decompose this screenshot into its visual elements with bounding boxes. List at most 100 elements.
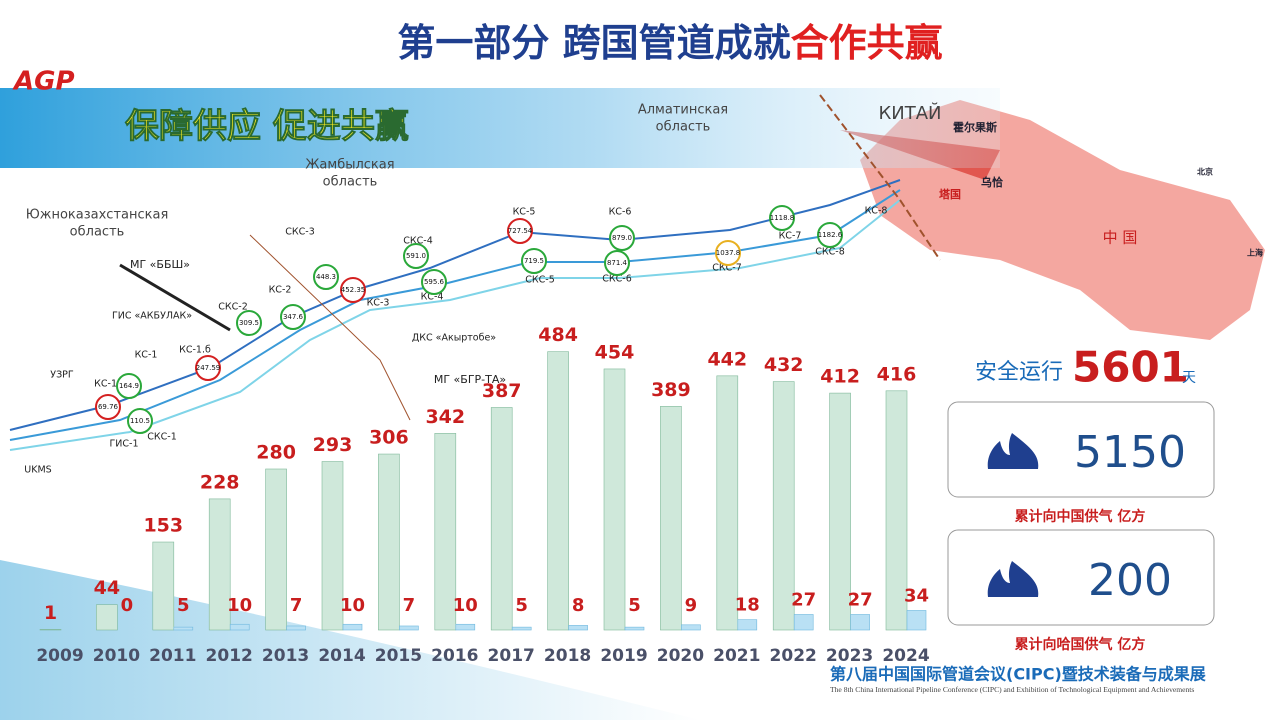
marker-label: 347.6 xyxy=(283,313,304,321)
title-main: 第一部分 跨国管道成就 xyxy=(397,21,790,65)
bar xyxy=(681,624,701,631)
bar xyxy=(173,626,194,631)
x-tick-label: 2022 xyxy=(770,646,817,666)
bar xyxy=(737,619,758,631)
flame-icon xyxy=(987,561,1039,597)
value-label: 387 xyxy=(482,380,522,402)
value-label: 484 xyxy=(538,324,578,346)
title: 第一部分 跨国管道成就合作共赢 xyxy=(397,21,942,65)
value-label: 10 xyxy=(340,595,365,616)
marker xyxy=(280,304,306,330)
bar xyxy=(378,453,400,631)
station-label: СКС-2 xyxy=(218,302,247,313)
station-label: СКС-4 xyxy=(403,236,432,247)
bar xyxy=(511,626,532,631)
marker xyxy=(313,264,339,290)
x-tick-label: 2020 xyxy=(657,646,704,666)
marker xyxy=(403,243,429,269)
station-label: МГ «БГР-ТА» xyxy=(434,373,506,386)
banner-text: 保障供应 促进共赢 xyxy=(125,107,409,147)
marker xyxy=(521,248,547,274)
value-label: 432 xyxy=(764,354,804,376)
marker-label: 448.3 xyxy=(316,273,336,281)
bar xyxy=(321,461,344,631)
marker-label: 879.0 xyxy=(612,234,632,242)
bar xyxy=(829,392,851,631)
value-label: 228 xyxy=(200,471,240,493)
city-label: 乌恰 xyxy=(981,175,1004,189)
station-label: СКС-3 xyxy=(285,227,314,238)
marker-label: 452.35 xyxy=(341,286,366,294)
value-label: 5 xyxy=(177,595,190,616)
value-label: 18 xyxy=(735,595,760,616)
x-tick-label: 2018 xyxy=(544,646,591,666)
x-tick-label: 2013 xyxy=(262,646,309,666)
marker xyxy=(340,277,366,303)
station-label: СКС-7 xyxy=(712,263,741,274)
station-label: УЗРГ xyxy=(50,370,74,381)
marker-label: 309.5 xyxy=(239,319,259,327)
marker xyxy=(195,355,221,381)
bar xyxy=(434,433,457,631)
value-label: 9 xyxy=(685,595,698,616)
bar xyxy=(547,351,569,631)
value-label: 442 xyxy=(707,348,747,370)
marker-label: 719.5 xyxy=(524,257,544,265)
value-label: 454 xyxy=(595,341,635,363)
value-label: 280 xyxy=(256,442,296,464)
x-tick-label: 2015 xyxy=(375,646,422,666)
bar xyxy=(229,623,250,631)
x-tick-label: 2010 xyxy=(93,646,140,666)
x-tick-label: 2021 xyxy=(713,646,760,666)
value-label: 10 xyxy=(453,595,478,616)
value-label: 7 xyxy=(403,595,416,616)
bar xyxy=(265,468,287,631)
station-label: КС-6 xyxy=(609,207,632,218)
marker-label: 591.0 xyxy=(406,252,426,260)
marker xyxy=(236,310,262,336)
city-label: 上海 xyxy=(1247,248,1263,258)
bar xyxy=(152,541,175,631)
city-label: 霍尔果斯 xyxy=(953,120,997,134)
x-tick-label: 2014 xyxy=(318,646,365,666)
value-label: 416 xyxy=(877,363,917,385)
bar xyxy=(39,629,62,631)
marker-label: 871.4 xyxy=(607,259,628,267)
flame-icon xyxy=(987,433,1039,469)
station-label: КС-8 xyxy=(865,206,888,217)
value-label: 0 xyxy=(121,595,134,616)
wave xyxy=(0,560,700,720)
marker xyxy=(507,218,533,244)
bar xyxy=(342,623,363,631)
value-label: 342 xyxy=(425,406,465,428)
value-label: 1 xyxy=(44,602,57,624)
station-label: МГ «ББШ» xyxy=(130,258,190,271)
station-label: ГИС-1 xyxy=(109,439,138,450)
region-label: Южноказахстанская xyxy=(26,208,169,223)
value-label: 27 xyxy=(791,589,816,610)
banner xyxy=(0,88,1000,168)
marker-label: 110.5 xyxy=(130,417,150,425)
bar xyxy=(772,381,795,631)
panel-value: 5150 xyxy=(1074,427,1186,478)
region-label: Алматинская xyxy=(638,103,728,118)
station-label: UKMS xyxy=(24,465,51,476)
bar xyxy=(455,623,476,631)
city-label: 北京 xyxy=(1197,167,1213,177)
bar xyxy=(490,407,513,631)
panel-value: 200 xyxy=(1088,555,1172,606)
value-label: 412 xyxy=(820,366,860,388)
marker xyxy=(609,225,635,251)
panel-label: 累计向哈国供气 亿方 xyxy=(1015,636,1146,653)
x-tick-label: 2016 xyxy=(431,646,478,666)
bar xyxy=(885,390,908,631)
value-label: 44 xyxy=(94,577,120,599)
station-label: СКС-8 xyxy=(815,247,844,258)
panel-box xyxy=(947,401,1215,498)
x-tick-label: 2009 xyxy=(36,646,83,666)
bar xyxy=(624,626,645,631)
marker-label: 247.59 xyxy=(196,364,221,372)
bar xyxy=(286,625,306,631)
bar xyxy=(660,406,682,631)
